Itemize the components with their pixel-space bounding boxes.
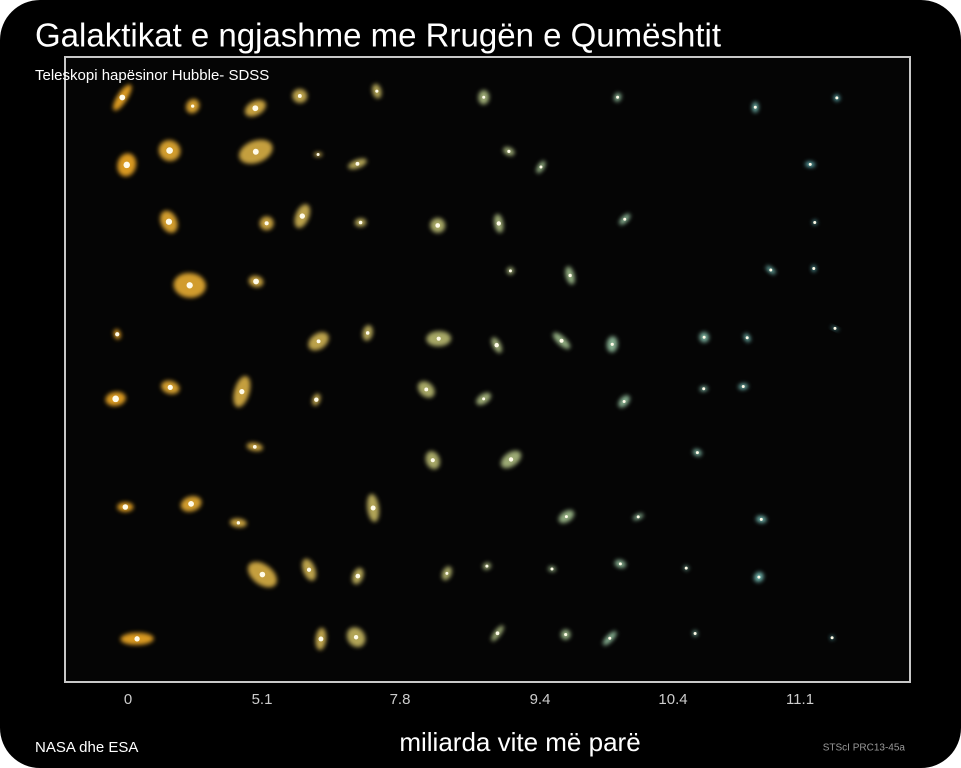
slide: Galaktikat e ngjashme me Rrugën e Qumësh…: [0, 0, 961, 768]
galaxy-core: [191, 104, 194, 107]
galaxy-core: [539, 166, 542, 169]
galaxy-core: [485, 565, 488, 568]
axis-label: 11.1: [786, 691, 814, 708]
galaxy-core: [187, 282, 193, 288]
galaxy-core: [696, 451, 699, 454]
galaxy-core: [623, 400, 626, 403]
galaxy-core: [371, 506, 376, 511]
galaxy-core: [496, 631, 500, 635]
galaxy-core: [757, 576, 760, 579]
galaxy-core: [560, 339, 564, 343]
galaxy-core: [812, 267, 815, 270]
galaxy-core: [166, 147, 173, 154]
axis-label: 9.4: [530, 691, 551, 708]
axis-title: miliarda vite më parë: [399, 727, 640, 757]
galaxy-core: [252, 105, 258, 111]
galaxy-core: [354, 635, 358, 639]
credit: NASA dhe ESA: [35, 739, 138, 756]
galaxy-core: [253, 445, 257, 449]
galaxy-core: [494, 343, 498, 347]
galaxy-core: [253, 279, 259, 285]
galaxy-core: [769, 269, 772, 272]
galaxy-core: [356, 162, 360, 166]
galaxy-core: [623, 218, 626, 221]
galaxy-core: [437, 337, 441, 341]
axis-label: 5.1: [252, 691, 273, 708]
galaxy-core: [239, 389, 244, 394]
galaxy-core: [833, 327, 836, 330]
galaxy-core: [123, 162, 130, 169]
galaxy-core: [319, 637, 324, 642]
galaxy-core: [760, 518, 763, 521]
galaxy-core: [616, 96, 619, 99]
galaxy-core: [835, 96, 838, 99]
galaxy-core: [611, 343, 614, 346]
galaxy-core: [298, 94, 302, 98]
image-credit: STScI PRC13-45a: [823, 743, 906, 754]
galaxy-core: [619, 562, 622, 565]
galaxy-core: [366, 331, 370, 335]
galaxy-core: [565, 515, 568, 518]
galaxy-core: [307, 568, 311, 572]
galaxy-core: [424, 388, 428, 392]
galaxy-core: [317, 339, 321, 343]
galaxy-core: [237, 521, 240, 524]
image-frame: [65, 57, 910, 682]
galaxy-core: [550, 567, 553, 570]
title: Galaktikat e ngjashme me Rrugën e Qumësh…: [35, 17, 721, 54]
galaxy-core: [507, 150, 510, 153]
galaxy-core: [564, 633, 567, 636]
galaxy-core: [188, 501, 194, 507]
axis-label: 10.4: [658, 691, 687, 708]
axis-label: 7.8: [390, 691, 411, 708]
galaxy-core: [809, 163, 812, 166]
galaxy-core: [703, 336, 706, 339]
galaxy-core: [431, 458, 435, 462]
galaxy-core: [482, 397, 485, 400]
galaxy-core: [608, 637, 611, 640]
galaxy-core: [359, 221, 363, 225]
galaxy-core: [509, 457, 513, 461]
galaxy-core: [497, 221, 501, 225]
galaxy-core: [253, 149, 259, 155]
galaxy-core: [123, 504, 129, 510]
galaxy-core: [702, 387, 705, 390]
galaxy-core: [134, 636, 139, 641]
galaxy-core: [317, 153, 320, 156]
galaxy-core: [119, 95, 125, 101]
galaxy-core: [509, 269, 512, 272]
galaxy-core: [813, 221, 816, 224]
galaxy-core: [260, 572, 266, 578]
axis-label: 0: [124, 691, 132, 708]
galaxy-core: [166, 219, 172, 225]
galaxy-core: [637, 515, 640, 518]
galaxy-core: [742, 385, 745, 388]
galaxy-core: [754, 106, 757, 109]
galaxy-core: [694, 632, 697, 635]
galaxy-core: [314, 397, 318, 401]
galaxy-core: [356, 574, 361, 579]
galaxy-core: [746, 336, 749, 339]
galaxy-core: [375, 90, 378, 93]
galaxy-core: [168, 385, 173, 390]
galaxy-core: [482, 96, 485, 99]
galaxy-core: [831, 636, 834, 639]
galaxy-core: [115, 332, 119, 336]
galaxy-core: [265, 221, 269, 225]
galaxy-core: [435, 223, 440, 228]
galaxy-core: [568, 274, 571, 277]
galaxy-core: [445, 572, 448, 575]
galaxy-core: [685, 567, 688, 570]
galaxy-core: [300, 213, 305, 218]
subtitle: Teleskopi hapësinor Hubble- SDSS: [35, 67, 269, 84]
galaxy-core: [112, 396, 119, 403]
